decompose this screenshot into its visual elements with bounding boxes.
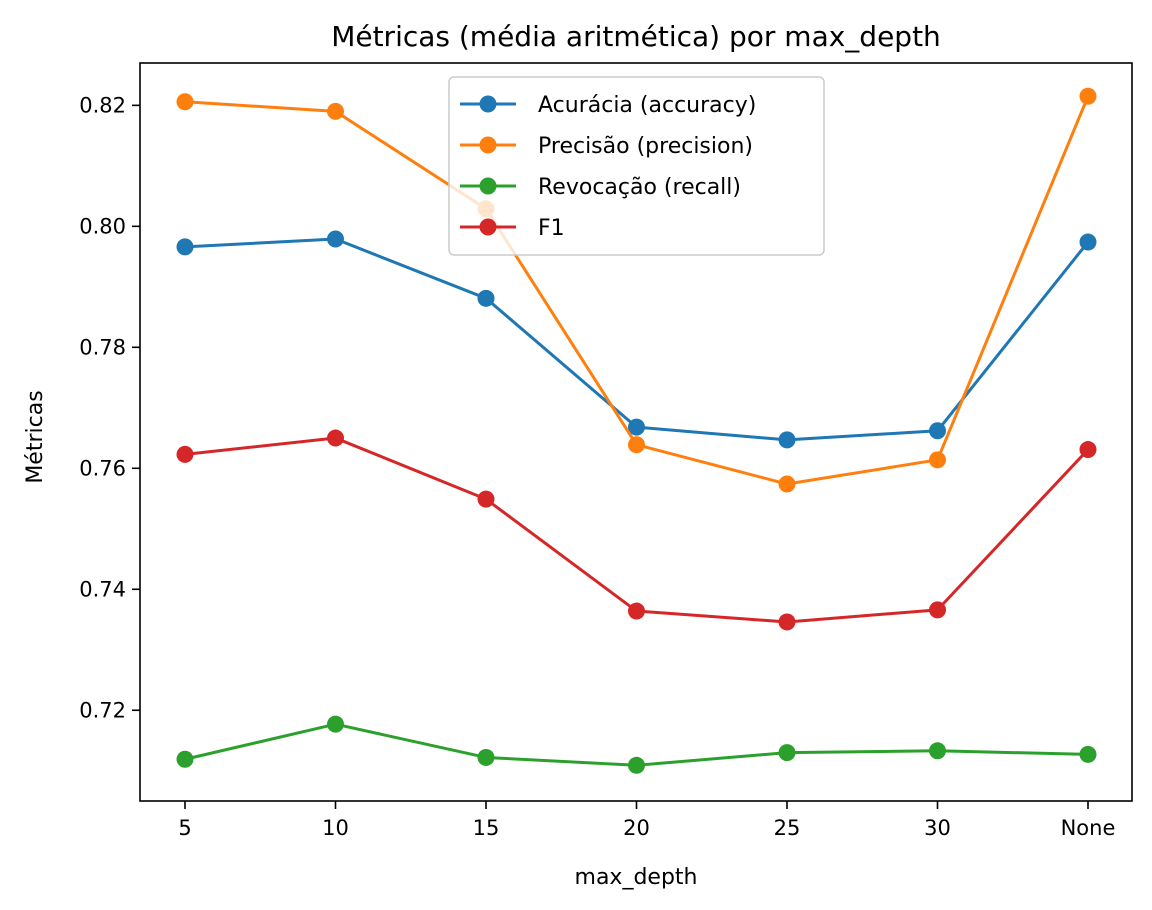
legend-entry: Precisão (precision) [460,134,753,159]
data-point [327,102,344,120]
data-point [929,601,946,619]
series-3 [176,715,1097,774]
x-tick-label: 25 [774,816,801,840]
data-point [778,431,796,449]
legend-swatch-marker [479,177,497,195]
data-point [477,490,495,508]
data-point [327,715,344,733]
y-tick-label: 0.82 [79,93,126,117]
y-axis-label: Métricas [23,390,48,483]
y-tick-label: 0.74 [79,577,126,601]
legend-entry: Revocação (recall) [460,175,741,200]
x-tick-label: 10 [322,816,349,840]
data-point [628,756,645,774]
legend: Acurácia (accuracy) Precisão (precision) R… [448,76,825,256]
series-1 [176,230,1097,449]
y-tick-label: 0.76 [79,456,126,480]
data-point [176,238,194,256]
legend-label: Acurácia (accuracy) [538,93,756,118]
x-axis-label: max_depth [575,865,698,890]
data-point [778,613,796,631]
data-point [327,429,344,447]
x-axis: 5 10 15 20 25 30 None [178,801,1115,840]
data-point [1079,745,1097,763]
y-tick-label: 0.80 [79,214,126,238]
legend-swatch-marker [479,95,497,113]
legend-label: F1 [538,216,565,241]
x-tick-label: 30 [924,816,951,840]
data-point [176,445,194,463]
legend-swatch-marker [479,218,497,236]
series-line [184,436,1090,624]
chart-title: Métricas (média aritmética) por max_dept… [331,20,941,53]
legend-label: Precisão (precision) [538,134,753,159]
data-point [628,436,645,454]
y-tick-label: 0.78 [79,335,126,359]
data-point [1079,87,1097,105]
x-tick-label: 20 [623,816,650,840]
data-point [477,748,495,766]
data-point [327,230,344,248]
data-point [929,422,946,440]
y-tick-label: 0.72 [79,698,126,722]
data-point [628,418,645,436]
legend-label: Revocação (recall) [538,175,741,200]
series-4 [176,429,1097,631]
data-point [628,602,645,620]
x-tick-label: 5 [178,816,191,840]
plot-area [176,87,1097,774]
legend-swatch-marker [479,136,497,154]
data-point [477,289,495,307]
data-point [176,93,194,111]
data-point [778,744,796,762]
legend-box [448,76,825,256]
data-point [929,742,946,760]
series-line [184,237,1090,442]
x-tick-label: 15 [473,816,500,840]
data-point [1079,233,1097,251]
data-point [176,750,194,768]
y-axis: 0.72 0.74 0.76 0.78 0.80 0.82 [79,93,140,722]
data-point [1079,441,1097,459]
data-point [778,475,796,493]
x-tick-label: None [1061,816,1116,840]
data-point [929,451,946,469]
legend-entry: F1 [460,216,565,241]
legend-entry: Acurácia (accuracy) [460,93,756,118]
